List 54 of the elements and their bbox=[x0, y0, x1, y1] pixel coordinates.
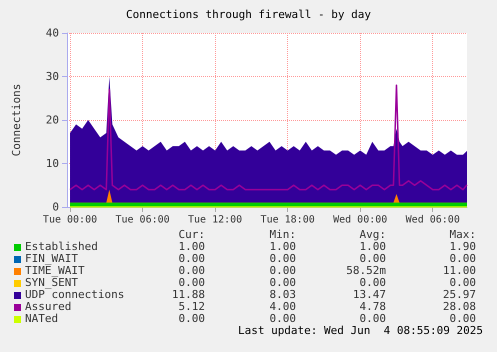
legend-label: Assured bbox=[25, 300, 72, 313]
text: 0.00 bbox=[450, 312, 476, 325]
text: 1.00 bbox=[360, 240, 386, 253]
text: Max: bbox=[450, 228, 476, 241]
text: 0.00 bbox=[178, 312, 205, 325]
x-tick-label: Wed 00:00 bbox=[333, 214, 388, 226]
line-series bbox=[69, 84, 468, 190]
text: 0.00 bbox=[270, 252, 296, 265]
text: 25.97 bbox=[442, 288, 476, 301]
x-tick-label: Tue 12:00 bbox=[188, 214, 242, 226]
y-tick-label: 30 bbox=[46, 70, 59, 83]
text: 0.00 bbox=[270, 264, 296, 277]
text: 11.88 bbox=[172, 288, 205, 301]
legend-label: TIME_WAIT bbox=[25, 264, 85, 277]
text: Cur: bbox=[178, 228, 205, 241]
x-tick-label: Tue 18:00 bbox=[260, 214, 315, 226]
text: 0.00 bbox=[178, 264, 205, 277]
text: Last update: Wed Jun 4 08:55:09 2025 bbox=[238, 324, 483, 337]
text: 1.00 bbox=[270, 240, 296, 253]
text: 58.52m bbox=[346, 264, 386, 277]
y-tick-label: 10 bbox=[46, 157, 59, 170]
y-tick-label: 40 bbox=[46, 26, 59, 40]
legend-label: NATed bbox=[25, 312, 58, 325]
text: 0.00 bbox=[450, 276, 476, 289]
legend-label: FIN_WAIT bbox=[25, 252, 78, 265]
y-axis-title: Connections bbox=[10, 84, 23, 156]
text: 0.00 bbox=[178, 276, 205, 289]
legend-label: UDP connections bbox=[25, 288, 124, 301]
text: 0.00 bbox=[270, 312, 296, 325]
y-tick-label: 0 bbox=[52, 200, 59, 214]
text: 11.00 bbox=[442, 264, 476, 277]
text: Avg: bbox=[360, 228, 386, 241]
y-tick-label: 20 bbox=[46, 114, 59, 126]
text: 0.00 bbox=[270, 276, 296, 289]
text: 0.00 bbox=[360, 252, 386, 265]
text: 0.00 bbox=[360, 312, 386, 325]
text: 28.08 bbox=[442, 300, 476, 313]
text: 0.00 bbox=[450, 252, 476, 265]
x-tick-label: Tue 00:00 bbox=[42, 214, 98, 226]
text: Min: bbox=[270, 228, 296, 241]
x-tick-label: Tue 06:00 bbox=[115, 214, 170, 226]
text: 0.00 bbox=[178, 252, 205, 265]
chart-title: Connections through firewall - by day bbox=[126, 8, 372, 21]
text: 4.00 bbox=[270, 300, 296, 313]
text: 13.47 bbox=[352, 288, 386, 301]
text: 0.00 bbox=[360, 276, 386, 289]
x-tick-label: Wed 06:00 bbox=[406, 214, 460, 226]
legend-label: SYN_SENT bbox=[25, 276, 78, 289]
text: 1.90 bbox=[450, 240, 476, 253]
text: 5.12 bbox=[178, 300, 205, 313]
text: 4.78 bbox=[360, 300, 386, 313]
legend-label: Established bbox=[25, 240, 98, 253]
text: 8.03 bbox=[270, 288, 296, 301]
text: 1.00 bbox=[178, 240, 205, 253]
